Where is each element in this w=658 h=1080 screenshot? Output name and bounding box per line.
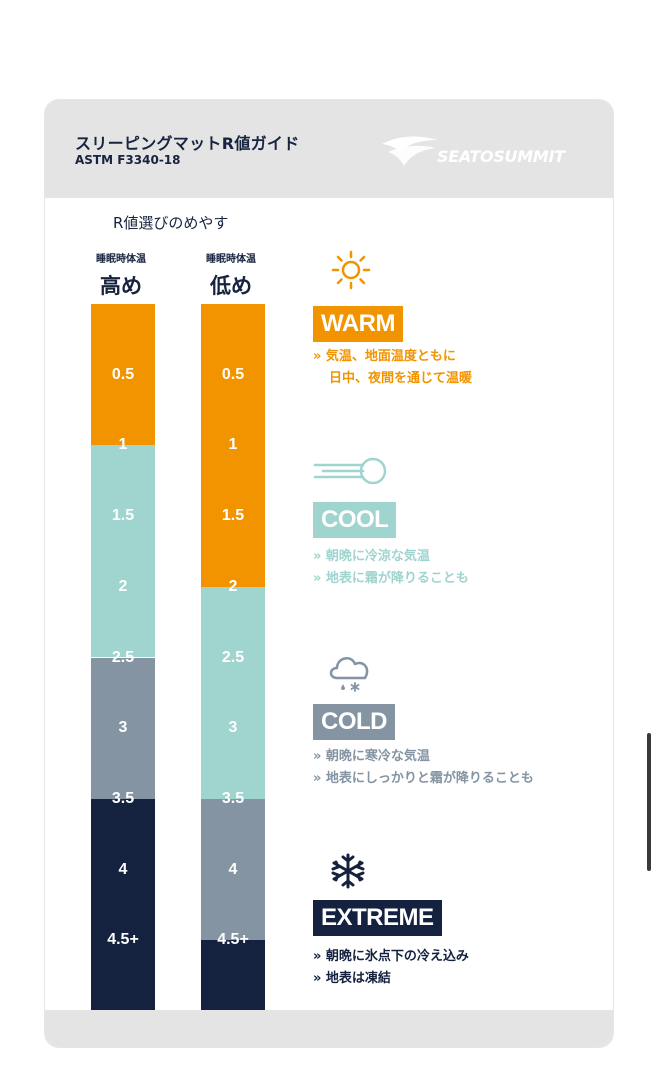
r-value-tick: 3.5: [111, 789, 135, 807]
r-value-bar-low: 0.5 1 1.5 2 2.5 3 3.5 4 4.5+: [201, 304, 265, 1011]
brand-name: SEATOSUMMIT: [437, 147, 565, 166]
extreme-line-2: » 地表は凍結: [313, 971, 391, 986]
r-value-tick: 2.5: [221, 648, 245, 666]
r-value-tick: 1: [228, 436, 238, 454]
bar-segment-extreme: [91, 798, 155, 1011]
warm-line-2: 日中、夜間を通じて温暖: [329, 371, 473, 386]
r-value-tick: 4.5+: [217, 931, 249, 949]
sun-icon: [331, 250, 371, 290]
r-value-tick: 2: [118, 577, 128, 595]
r-value-tick: 1.5: [111, 507, 135, 525]
cold-line-2: » 地表にしっかりと霜が降りることも: [313, 771, 534, 786]
bar-segment-cool: [91, 445, 155, 658]
extreme-description: » 朝晩に氷点下の冷え込み » 地表は凍結: [313, 946, 469, 990]
cloud-snow-icon: [329, 656, 369, 692]
warm-description: » 気温、地面温度ともに 日中、夜間を通じて温暖: [313, 346, 472, 390]
cool-line-1: » 朝晩に冷涼な気温: [313, 549, 430, 564]
bar-segment-warm: [91, 304, 155, 446]
r-value-tick: 3.5: [221, 789, 245, 807]
wave-logo-icon: [382, 136, 438, 166]
extreme-line-1: » 朝晩に氷点下の冷え込み: [313, 949, 469, 964]
column-low-head: 低め: [210, 274, 252, 298]
r-value-tick: 3: [118, 719, 128, 737]
cold-description: » 朝晩に寒冷な気温 » 地表にしっかりと霜が降りることも: [313, 746, 534, 790]
snowflake-icon: [331, 853, 365, 889]
bar-segment-cool: [201, 586, 265, 799]
card-header: スリーピングマットR値ガイド ASTM F3340-18 SEATOSUMMIT: [45, 100, 613, 198]
column-high-head: 高め: [100, 274, 142, 298]
cool-badge: COOL: [313, 502, 397, 538]
r-value-tick: 4: [118, 860, 128, 878]
warm-line-1: » 気温、地面温度ともに: [313, 349, 456, 364]
r-value-tick: 0.5: [111, 365, 135, 383]
bar-segment-warm: [201, 304, 265, 587]
r-value-tick: 3: [228, 719, 238, 737]
cold-badge: COLD: [313, 704, 395, 740]
cool-description: » 朝晩に冷涼な気温 » 地表に霜が降りることも: [313, 546, 469, 590]
r-value-bar-high: 0.5 1 1.5 2 2.5 3 3.5 4 4.5+: [91, 304, 155, 1011]
warm-badge: WARM: [313, 306, 403, 342]
r-value-tick: 2: [228, 577, 238, 595]
cool-line-2: » 地表に霜が降りることも: [313, 571, 469, 586]
wind-icon: [313, 457, 387, 485]
r-value-tick: 1: [118, 436, 128, 454]
r-value-tick: 1.5: [221, 507, 245, 525]
column-low-sub: 睡眠時体温: [206, 254, 256, 265]
brand-logo: SEATOSUMMIT: [380, 130, 600, 170]
r-value-tick: 0.5: [221, 365, 245, 383]
extreme-badge: EXTREME: [313, 900, 442, 936]
card-footer: [45, 1010, 613, 1047]
bar-segment-extreme: [201, 940, 265, 1011]
bar-segment-cold: [201, 798, 265, 941]
r-value-guide-card: スリーピングマットR値ガイド ASTM F3340-18 SEATOSUMMIT…: [45, 100, 613, 1047]
cold-line-1: » 朝晩に寒冷な気温: [313, 749, 430, 764]
guide-standard: ASTM F3340-18: [75, 153, 181, 167]
guide-title: スリーピングマットR値ガイド: [75, 134, 300, 153]
guide-label: R値選びのめやす: [113, 214, 229, 232]
scrollbar[interactable]: [647, 733, 651, 871]
bar-segment-cold: [91, 657, 155, 799]
r-value-tick: 2.5: [111, 648, 135, 666]
r-value-tick: 4.5+: [107, 931, 139, 949]
r-value-tick: 4: [228, 860, 238, 878]
column-high-sub: 睡眠時体温: [96, 254, 146, 265]
